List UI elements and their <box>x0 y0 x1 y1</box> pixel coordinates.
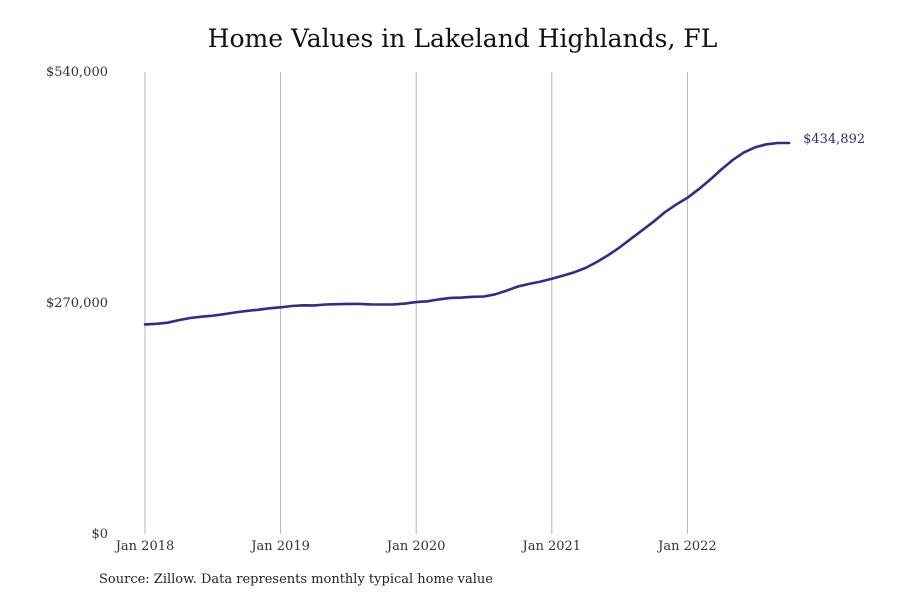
series-line <box>143 141 791 326</box>
x-tick-label: Jan 2020 <box>385 539 446 554</box>
x-tick-label: Jan 2019 <box>249 539 310 554</box>
y-tick-label: $0 <box>91 527 108 542</box>
x-tick-label: Jan 2022 <box>656 539 717 554</box>
y-tick-label: $540,000 <box>46 65 108 80</box>
chart-title: Home Values in Lakeland Highlands, FL <box>207 24 718 53</box>
y-axis-ticks: $540,000 $270,000 $0 <box>46 65 108 542</box>
y-tick-label: $270,000 <box>46 296 108 311</box>
x-tick-label: Jan 2018 <box>114 539 175 554</box>
x-tick-label: Jan 2021 <box>521 539 582 554</box>
end-value-label: $434,892 <box>803 132 865 147</box>
source-note: Source: Zillow. Data represents monthly … <box>99 572 493 587</box>
x-axis-ticks: Jan 2018 Jan 2019 Jan 2020 Jan 2021 Jan 2022 <box>114 539 717 554</box>
